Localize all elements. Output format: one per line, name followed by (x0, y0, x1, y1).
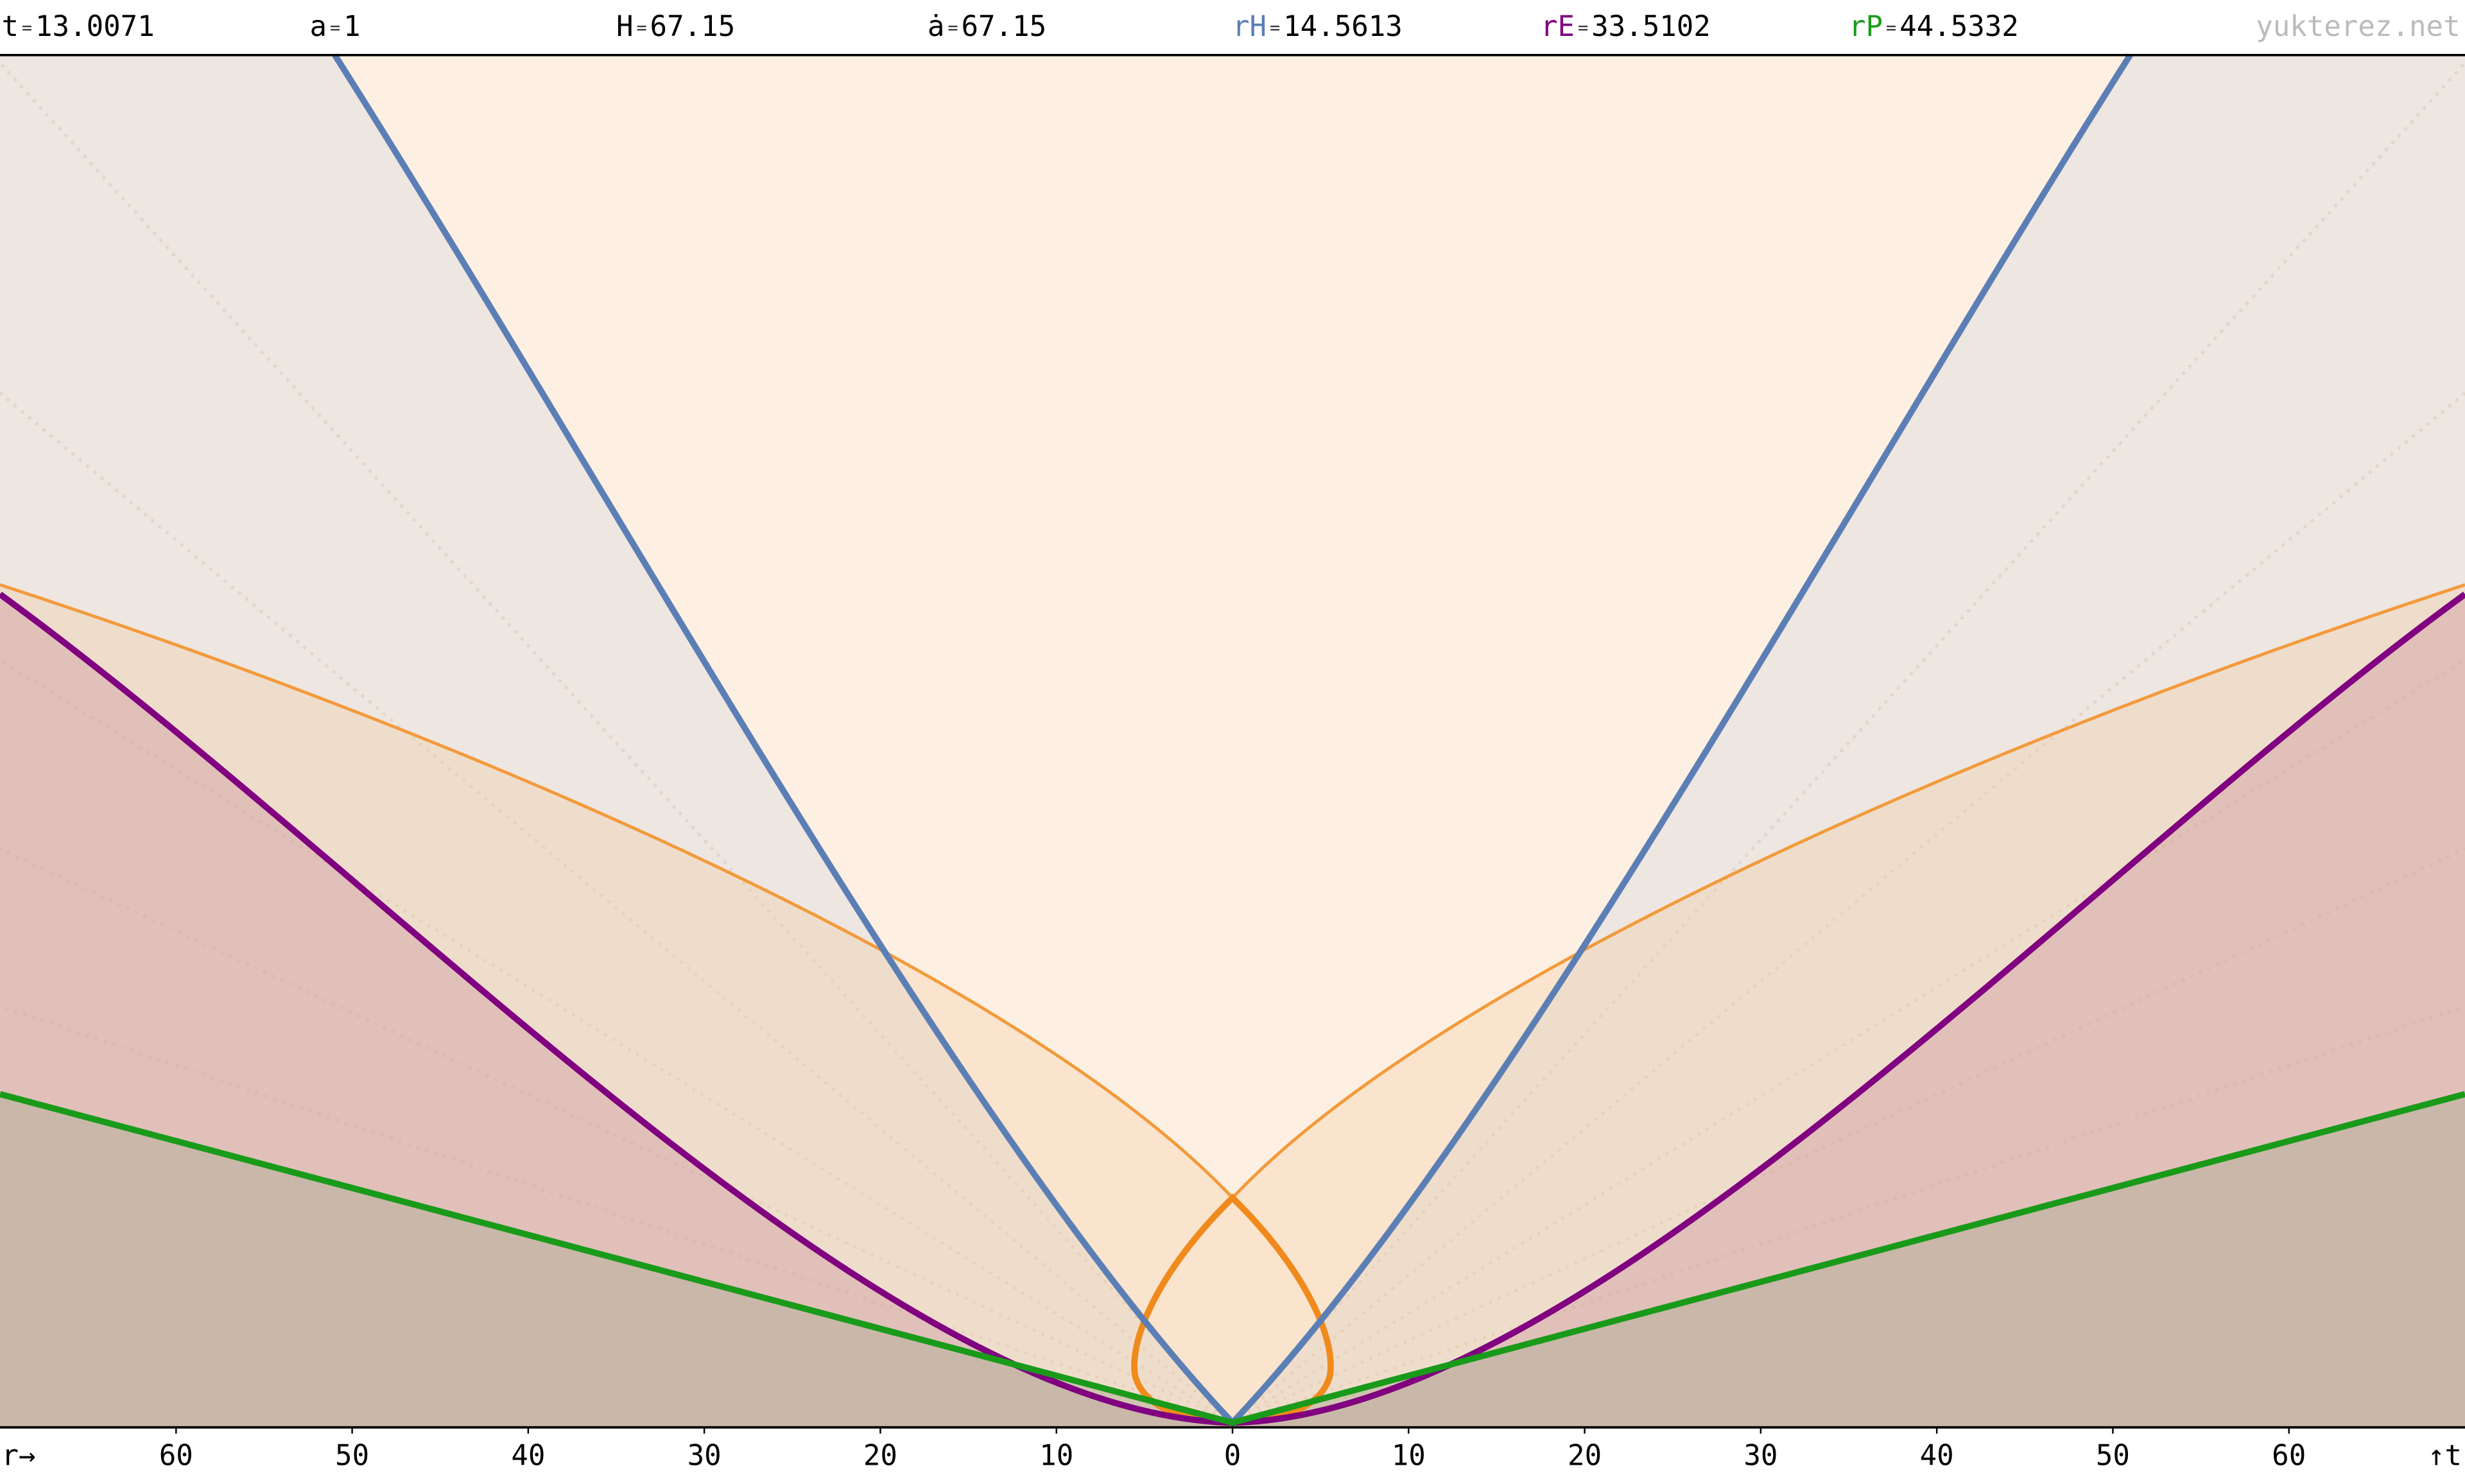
tick-label: 10 (1392, 1439, 1426, 1472)
tick-label: 60 (2272, 1439, 2306, 1472)
header-separator: = (636, 18, 646, 38)
header-separator: = (1886, 18, 1896, 38)
axis-label-left: r→ (1, 1439, 35, 1472)
tick-label: 60 (159, 1439, 193, 1472)
tick-label: 0 (1224, 1439, 1241, 1472)
tick-label: 50 (2096, 1439, 2130, 1472)
header-label: rP (1849, 10, 1883, 43)
header-item: a = 1 (309, 10, 360, 43)
plot-area (0, 53, 2465, 1429)
tick-label: 20 (863, 1439, 897, 1472)
light-cone-region (0, 585, 2465, 1428)
tick-label: 10 (1039, 1439, 1073, 1472)
header-label: H (616, 10, 634, 43)
header-value: 1 (343, 10, 361, 43)
header-item: rP = 44.5332 (1849, 10, 2019, 43)
axis-band (0, 1429, 2465, 1484)
header-separator: = (22, 18, 32, 38)
header-separator: = (330, 18, 340, 38)
tick-label: 20 (1568, 1439, 1602, 1472)
site-label: yukterez.net (2256, 10, 2460, 43)
hubble-region (334, 55, 2131, 1423)
tick-label: 40 (511, 1439, 545, 1472)
header-value: 67.15 (961, 10, 1046, 43)
header-label: ȧ (928, 10, 945, 43)
header-value: 33.5102 (1591, 10, 1711, 43)
header-value: 44.5332 (1899, 10, 2019, 43)
header-label: rE (1541, 10, 1575, 43)
header-label: rH (1232, 10, 1267, 43)
header-item: rE = 33.5102 (1541, 10, 1711, 43)
header-value: 13.0071 (35, 10, 155, 43)
particle-region (0, 1094, 2465, 1428)
header-label: a (309, 10, 327, 43)
header-separator: = (947, 18, 958, 38)
header-value: 14.5613 (1283, 10, 1403, 43)
tick-label: 40 (1920, 1439, 1954, 1472)
particle-horizon (0, 1091, 2465, 1426)
header-separator: = (1270, 18, 1280, 38)
tick-label: 30 (1743, 1439, 1777, 1472)
header-item: ȧ = 67.15 (928, 10, 1046, 43)
event-region (0, 594, 2465, 1428)
tick-label: 30 (688, 1439, 722, 1472)
header-item: H = 67.15 (616, 10, 735, 43)
header-value: 67.15 (650, 10, 736, 43)
tick-label: 50 (335, 1439, 369, 1472)
header-item: rH = 14.5613 (1232, 10, 1403, 43)
axis-label-right: ↑t (2428, 1439, 2462, 1472)
guides (0, 54, 2465, 1424)
header-label: t (1, 10, 19, 43)
header-item: t = 13.0071 (1, 10, 154, 43)
header-separator: = (1578, 18, 1588, 38)
